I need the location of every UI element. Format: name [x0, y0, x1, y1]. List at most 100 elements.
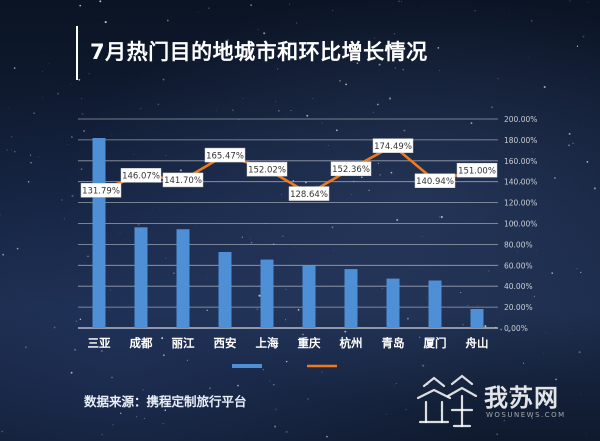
- star: [439, 70, 441, 71]
- data-label: 146.07%: [122, 172, 160, 182]
- x-tick-label: 成都: [130, 336, 153, 350]
- data-label-box: [246, 161, 288, 177]
- star: [24, 346, 27, 349]
- star: [225, 405, 228, 408]
- data-label-box: [456, 162, 498, 178]
- star: [112, 424, 114, 426]
- star: [257, 29, 259, 30]
- star: [38, 156, 39, 158]
- star: [373, 37, 375, 39]
- star: [274, 425, 277, 428]
- star: [101, 350, 103, 352]
- star: [162, 354, 165, 357]
- star: [119, 412, 122, 415]
- star: [203, 45, 205, 48]
- star: [327, 145, 329, 147]
- star: [360, 176, 363, 179]
- star: [109, 289, 111, 291]
- star: [79, 4, 82, 7]
- star: [70, 371, 73, 374]
- star: [74, 348, 77, 351]
- star: [338, 79, 341, 82]
- star: [100, 16, 102, 17]
- star: [256, 308, 259, 310]
- data-label-box: [330, 161, 372, 177]
- star: [135, 416, 137, 418]
- star: [88, 73, 90, 75]
- star: [491, 106, 494, 109]
- data-source-note: 数据来源：携程定制旅行平台: [84, 394, 247, 409]
- star: [175, 54, 177, 55]
- star: [292, 180, 294, 182]
- data-label-box: [120, 168, 162, 183]
- star: [488, 270, 490, 272]
- star: [208, 7, 210, 9]
- star: [269, 380, 271, 382]
- star: [78, 78, 81, 81]
- star: [422, 6, 424, 7]
- star: [333, 249, 335, 251]
- star: [162, 423, 164, 425]
- star: [70, 83, 72, 85]
- star: [516, 250, 518, 252]
- star: [30, 162, 32, 164]
- star: [331, 226, 334, 229]
- star: [290, 109, 292, 112]
- star: [582, 35, 585, 38]
- star: [186, 359, 189, 361]
- y2-tick-label: 80.00%: [504, 240, 533, 249]
- star: [101, 434, 103, 436]
- y2-tick-label: 40.00%: [504, 282, 533, 291]
- star: [81, 113, 84, 115]
- x-tick-label: 重庆: [298, 336, 321, 350]
- star: [198, 11, 199, 13]
- star: [209, 387, 211, 390]
- bar: [344, 269, 358, 328]
- bar: [470, 309, 484, 328]
- star: [215, 110, 217, 111]
- star: [509, 391, 512, 393]
- star: [53, 326, 56, 329]
- star: [462, 323, 465, 326]
- star: [133, 154, 135, 155]
- star: [13, 67, 16, 69]
- star: [394, 385, 395, 386]
- star: [164, 409, 167, 411]
- y2-tick-label: 100.00%: [504, 220, 537, 229]
- bar: [218, 252, 232, 328]
- data-label-box: [372, 138, 414, 153]
- star: [572, 142, 574, 144]
- star: [16, 247, 19, 250]
- star: [503, 420, 505, 422]
- star: [467, 305, 469, 306]
- star: [580, 393, 582, 395]
- star: [385, 413, 387, 415]
- star: [165, 257, 167, 259]
- star: [307, 397, 310, 401]
- star: [250, 49, 253, 52]
- star: [345, 83, 347, 86]
- x-tick-label: 丽江: [172, 336, 195, 350]
- star: [569, 0, 571, 2]
- star: [80, 98, 83, 100]
- star: [162, 78, 165, 81]
- star: [512, 221, 515, 224]
- star: [10, 135, 13, 138]
- star: [295, 22, 297, 24]
- logo-subtext: WOSUNEWS.COM: [486, 411, 566, 419]
- star: [140, 108, 142, 110]
- star: [242, 97, 244, 99]
- data-label-box: [80, 183, 122, 198]
- star: [530, 20, 533, 22]
- star: [14, 150, 16, 153]
- star: [335, 129, 338, 132]
- star: [7, 107, 9, 109]
- data-label-box: [162, 172, 204, 188]
- star: [484, 325, 487, 328]
- star: [42, 70, 43, 72]
- star: [165, 155, 167, 156]
- bar: [302, 265, 316, 328]
- star: [275, 101, 276, 102]
- star: [528, 56, 529, 58]
- star: [371, 43, 373, 45]
